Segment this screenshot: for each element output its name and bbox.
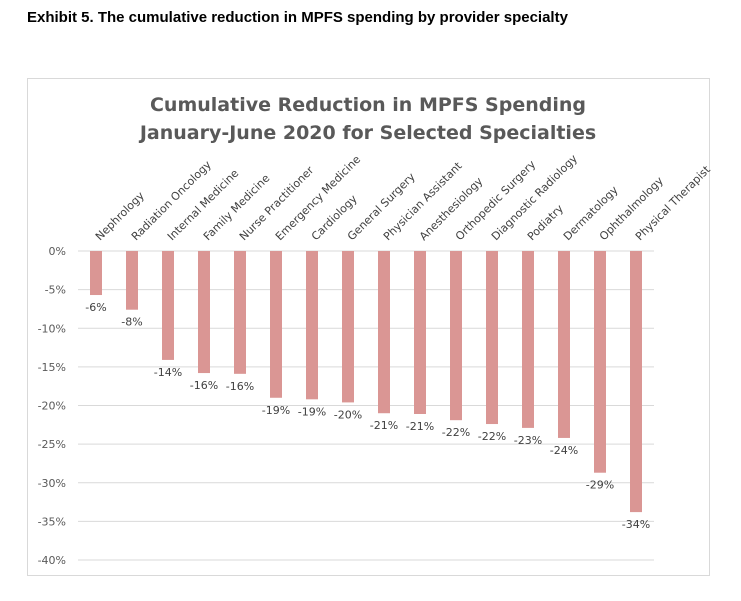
- y-tick-label: -10%: [38, 322, 66, 335]
- bar: [414, 251, 426, 414]
- data-label: -24%: [550, 444, 578, 457]
- data-label: -21%: [406, 420, 434, 433]
- data-label: -22%: [442, 426, 470, 439]
- bar: [90, 251, 102, 296]
- bar: [450, 251, 462, 421]
- bar: [198, 251, 210, 374]
- category-label: Anesthesiology: [417, 174, 486, 243]
- bar: [270, 251, 282, 398]
- chart-title-line-1: Cumulative Reduction in MPFS Spending: [150, 94, 586, 116]
- y-tick-label: -25%: [38, 438, 66, 451]
- data-label: -6%: [85, 301, 106, 314]
- y-tick-label: -40%: [38, 554, 66, 567]
- bar: [630, 251, 642, 513]
- data-label: -22%: [478, 430, 506, 443]
- bar: [234, 251, 246, 374]
- y-tick-label: 0%: [49, 245, 66, 258]
- y-tick-label: -5%: [45, 284, 66, 297]
- bar: [126, 251, 138, 310]
- bar: [594, 251, 606, 473]
- data-label: -20%: [334, 408, 362, 421]
- data-label: -21%: [370, 419, 398, 432]
- data-label: -23%: [514, 434, 542, 447]
- category-label: Ophthalmology: [597, 174, 666, 243]
- category-label: Family Medicine: [201, 172, 273, 244]
- bar: [378, 251, 390, 414]
- data-label: -14%: [154, 366, 182, 379]
- bar: [342, 251, 354, 403]
- bar: [162, 251, 174, 360]
- data-label: -29%: [586, 479, 614, 492]
- y-tick-label: -30%: [38, 477, 66, 490]
- data-label: -16%: [226, 380, 254, 393]
- data-label: -19%: [298, 405, 326, 418]
- data-label: -19%: [262, 404, 290, 417]
- chart-title-line-2: January-June 2020 for Selected Specialti…: [138, 122, 596, 144]
- bar: [306, 251, 318, 400]
- bar: [522, 251, 534, 428]
- y-tick-label: -20%: [38, 400, 66, 413]
- chart-frame: [27, 78, 710, 576]
- exhibit-title: Exhibit 5. The cumulative reduction in M…: [27, 9, 568, 26]
- bar: [558, 251, 570, 438]
- data-label: -16%: [190, 379, 218, 392]
- y-tick-label: -35%: [38, 515, 66, 528]
- y-tick-label: -15%: [38, 361, 66, 374]
- data-label: -8%: [121, 316, 142, 329]
- data-label: -34%: [622, 518, 650, 531]
- bar: [486, 251, 498, 425]
